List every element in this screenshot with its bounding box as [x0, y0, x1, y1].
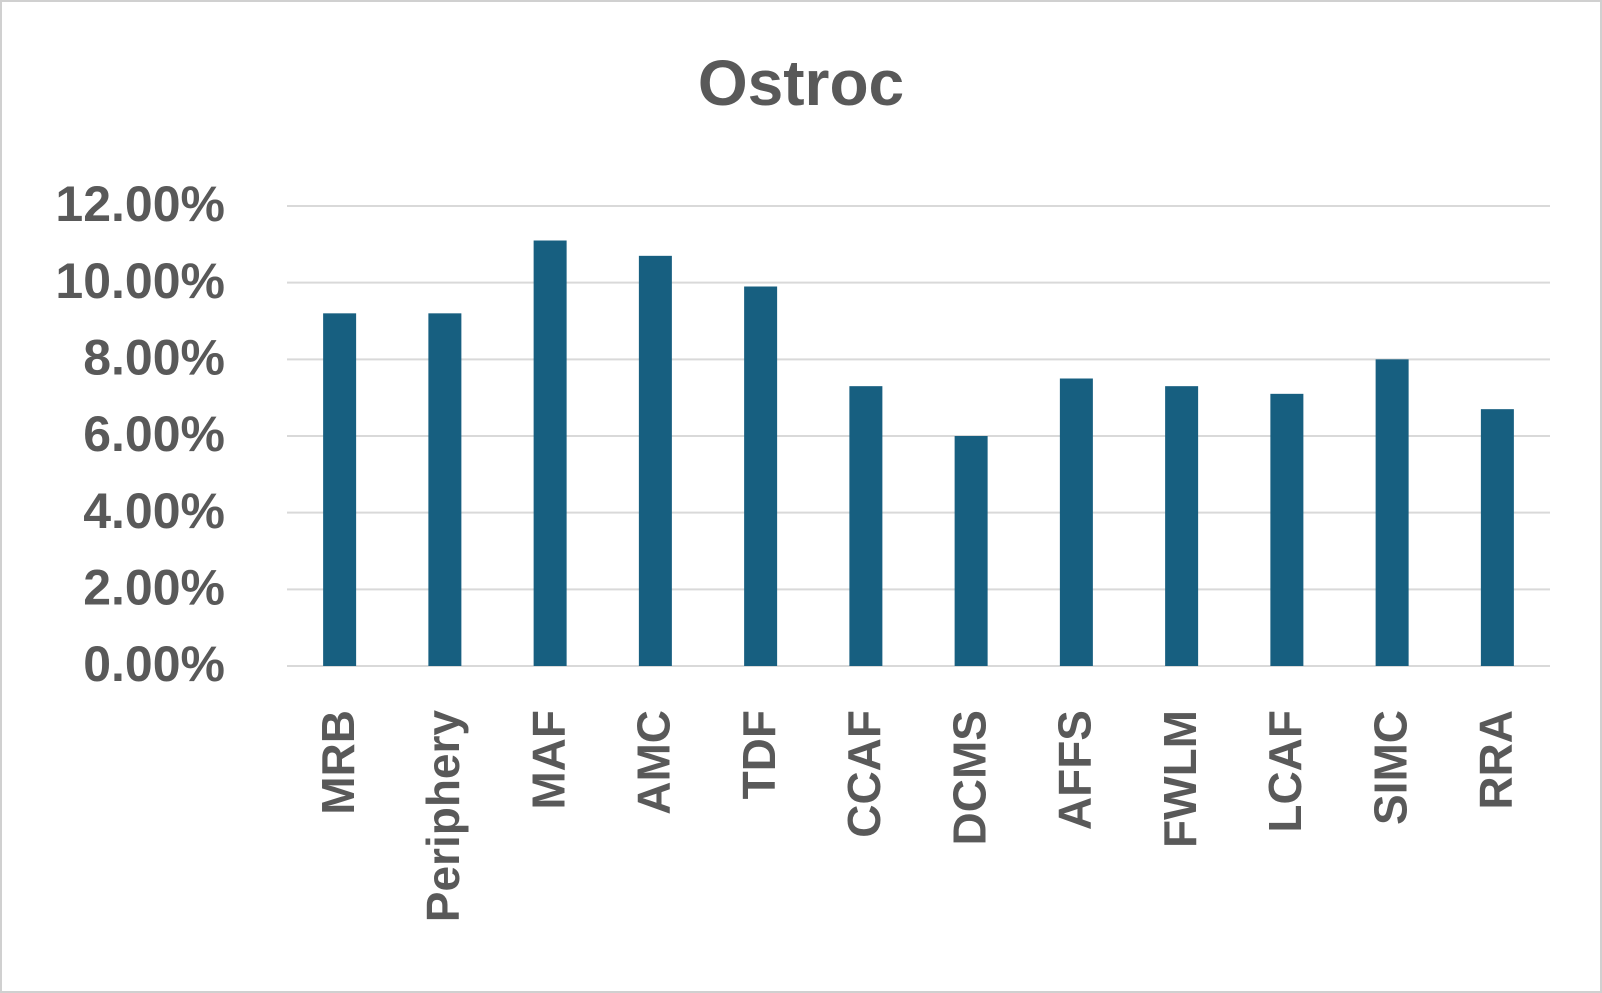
bar [638, 255, 672, 667]
bar [1165, 386, 1199, 666]
y-tick-label: 4.00% [83, 483, 225, 539]
y-tick-label: 6.00% [83, 406, 225, 462]
y-tick-label: 8.00% [83, 330, 225, 386]
bar [428, 313, 462, 666]
y-tick-label: 0.00% [83, 636, 225, 692]
x-tick-label: AFFS [1049, 710, 1101, 830]
x-tick-label: SIMC [1364, 710, 1416, 825]
bar [849, 386, 883, 666]
y-tick-label: 2.00% [83, 560, 225, 616]
x-tick-label: MRB [312, 710, 364, 815]
x-tick-label: AMC [628, 710, 680, 815]
bar [1375, 359, 1409, 666]
chart-title: Ostroc [698, 47, 904, 119]
bar [1059, 378, 1093, 666]
x-tick-label: MAF [522, 710, 574, 810]
y-tick-label: 10.00% [55, 253, 225, 309]
x-tick-label: CCAF [838, 710, 890, 838]
x-tick-label: Periphery [417, 710, 469, 923]
bar [954, 436, 988, 666]
bar [1270, 393, 1304, 666]
x-tick-label: LCAF [1259, 710, 1311, 833]
bar [533, 240, 567, 666]
x-tick-label: FWLM [1154, 710, 1206, 848]
bar [1480, 409, 1514, 666]
x-tick-label: DCMS [943, 710, 995, 845]
y-tick-label: 12.00% [55, 176, 225, 232]
x-tick-label: TDF [733, 710, 785, 799]
x-tick-label: RRA [1470, 710, 1522, 810]
bar [323, 313, 357, 666]
bar [744, 286, 778, 666]
